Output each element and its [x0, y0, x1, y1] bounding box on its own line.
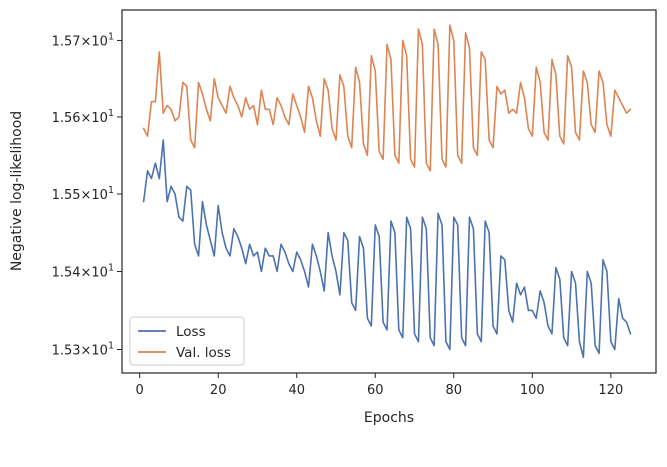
series-line-2 — [142, 24, 632, 172]
y-axis-ticks: 1.53×101 1.54×101 1.55×101 1.56×101 1.57×101 — [52, 31, 122, 358]
series-line-1 — [142, 139, 632, 359]
y-tick-label: 1.55×101 — [52, 185, 114, 203]
x-tick-label: 100 — [520, 383, 545, 398]
x-tick-label: 20 — [210, 383, 227, 398]
y-tick-label: 1.54×101 — [52, 262, 114, 280]
y-tick-label: 1.56×101 — [52, 108, 114, 126]
x-tick-label: 0 — [136, 383, 144, 398]
x-axis-ticks: 0 20 40 60 80 100 120 — [136, 373, 623, 398]
plot-frame — [121, 9, 657, 374]
legend-label: Val. loss — [176, 345, 231, 361]
series-lines — [142, 24, 632, 359]
legend: Loss Val. loss — [129, 316, 245, 366]
legend-box — [129, 316, 245, 366]
x-axis-label: Epochs — [364, 410, 414, 426]
x-tick-label: 60 — [367, 383, 384, 398]
y-axis-label: Negative log-likelihood — [9, 111, 25, 271]
y-tick-label: 1.57×101 — [52, 31, 114, 49]
x-tick-label: 120 — [598, 383, 623, 398]
x-tick-label: 80 — [446, 383, 463, 398]
x-tick-label: 40 — [288, 383, 305, 398]
y-tick-label: 1.53×101 — [52, 340, 114, 358]
legend-label: Loss — [176, 324, 206, 340]
